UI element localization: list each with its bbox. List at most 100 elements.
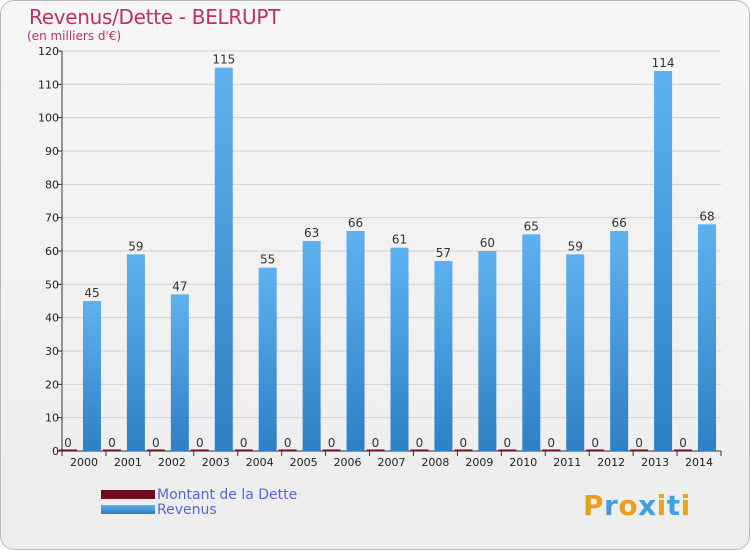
bar-revenus [522,234,541,451]
data-label-revenus: 47 [172,279,187,293]
bar-dette [542,449,561,451]
x-tick-label: 2003 [202,456,230,469]
chart-subtitle: (en milliers d'€) [27,29,122,43]
bar-revenus [214,67,233,452]
x-tick-label: 2012 [597,456,625,469]
legend: Montant de la Dette Revenus [101,486,298,518]
logo-letter: P [583,489,605,522]
data-label-dette: 0 [416,436,424,450]
data-label-revenus: 57 [436,246,451,260]
data-label-dette: 0 [108,436,116,450]
data-label-dette: 0 [679,436,687,450]
x-tick-label: 2011 [553,456,581,469]
x-tick-label: 2005 [290,456,318,469]
x-tick-label: 2007 [378,456,406,469]
y-tick-label: 20 [45,378,59,391]
bar-dette [586,449,605,451]
data-label-dette: 0 [635,436,643,450]
legend-item-revenus: Revenus [101,502,297,518]
bar-dette [278,449,297,451]
bar-dette [498,449,517,451]
legend-label-dette: Montant de la Dette [157,486,298,503]
bar-dette [454,449,473,451]
bar-revenus [478,251,497,451]
data-label-revenus: 60 [480,236,495,250]
legend-item-dette: Montant de la Dette [101,486,298,503]
logo-letter: r [604,489,619,522]
x-tick-label: 2001 [114,456,142,469]
data-label-revenus: 59 [128,239,143,253]
y-tick-label: 100 [38,112,59,125]
y-tick-label: 40 [45,312,59,325]
y-tick-label: 120 [38,45,59,58]
bar-revenus [698,224,717,451]
bar-dette [410,449,429,451]
data-label-revenus: 66 [612,216,627,230]
y-tick-label: 80 [45,178,59,191]
bar-dette [102,449,121,451]
data-label-revenus: 65 [524,219,539,233]
bar-dette [322,449,341,451]
x-tick-label: 2008 [421,456,449,469]
data-label-dette: 0 [591,436,599,450]
bar-revenus [346,231,365,451]
legend-swatch-revenus [101,505,155,514]
data-label-revenus: 59 [568,239,583,253]
x-tick-label: 2013 [641,456,669,469]
bar-revenus [434,261,453,451]
x-tick-label: 2002 [158,456,186,469]
data-label-dette: 0 [547,436,555,450]
data-label-dette: 0 [372,436,380,450]
x-tick-label: 2000 [70,456,98,469]
bar-dette [146,449,165,451]
bar-revenus [170,294,189,451]
x-tick-label: 2014 [685,456,713,469]
data-label-revenus: 61 [392,233,407,247]
bar-revenus [654,71,673,451]
y-tick-label: 110 [38,78,59,91]
y-tick-label: 90 [45,145,59,158]
logo-letter: i [680,489,691,522]
y-tick-label: 50 [45,278,59,291]
logo-letter: x [638,489,657,522]
bars [58,67,717,452]
logo-letter: i [656,489,667,522]
x-tick-label: 2009 [465,456,493,469]
x-tick-label: 2004 [246,456,274,469]
data-label-revenus: 55 [260,253,275,267]
data-label-dette: 0 [152,436,160,450]
bar-dette [234,449,253,451]
bar-revenus [302,241,321,451]
bar-dette [630,449,649,451]
y-tick-label: 0 [52,445,59,458]
bar-dette [674,449,693,451]
logo-letter: t [666,489,681,522]
bar-revenus [126,254,145,451]
bar-revenus [566,254,585,451]
data-label-dette: 0 [64,436,72,450]
y-tick-label: 70 [45,212,59,225]
legend-swatch-dette [101,490,155,499]
data-label-revenus: 115 [212,53,235,67]
y-tick-label: 30 [45,345,59,358]
data-label-dette: 0 [503,436,511,450]
x-tick-label: 2006 [334,456,362,469]
proxiti-logo: Proxiti [583,489,691,522]
data-label-dette: 0 [284,436,292,450]
data-label-revenus: 45 [84,286,99,300]
x-tick-label: 2010 [509,456,537,469]
labels: 0 45 0 59 0 47 0 115 0 55 0 63 0 66 0 61 0 57 0 60 0 65 0 59 0 66… [64,53,715,450]
y-tick-label: 60 [45,245,59,258]
data-label-dette: 0 [240,436,248,450]
data-label-revenus: 114 [652,56,675,70]
y-tick-label: 10 [45,412,59,425]
logo-letter: o [618,489,639,522]
bar-revenus [610,231,629,451]
chart-title: Revenus/Dette - BELRUPT [29,5,280,29]
axes: 0 10 20 30 40 50 60 70 80 90 100 110 120 2000 2001 2002… [38,45,722,469]
data-label-revenus: 63 [304,226,319,240]
bar-revenus [82,301,101,451]
data-label-dette: 0 [460,436,468,450]
bar-revenus [258,267,277,451]
